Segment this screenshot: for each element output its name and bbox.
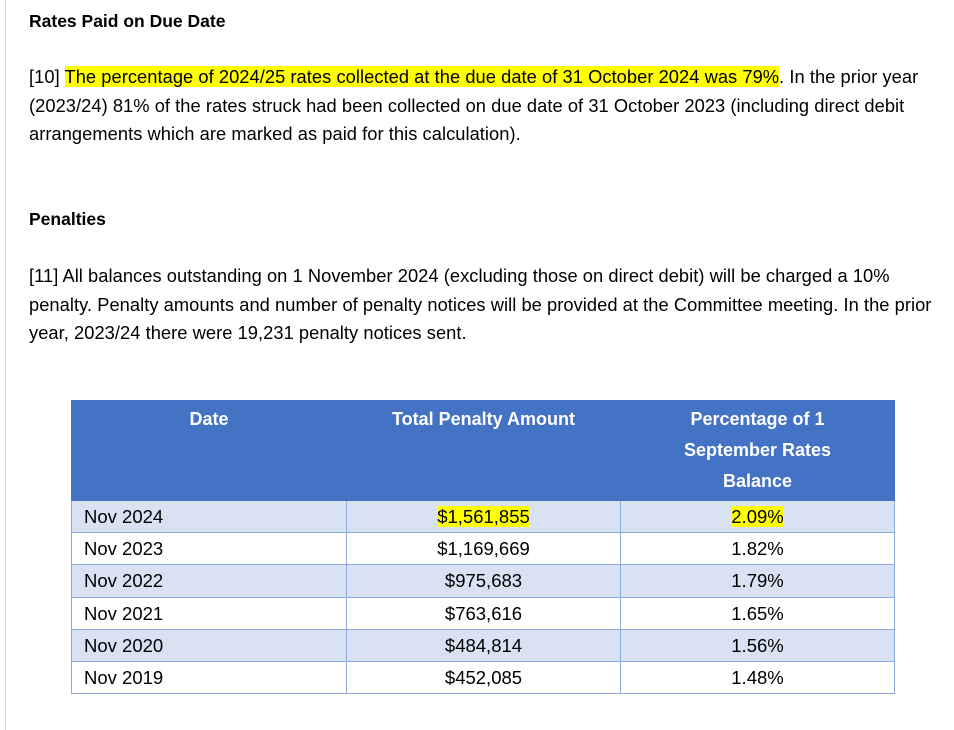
table-row: Nov 2022 $975,683 1.79%	[71, 564, 895, 598]
rates-paragraph-rest: . In the prior year (2023/24) 81% of the…	[29, 66, 919, 144]
penalties-heading: Penalties	[29, 209, 106, 229]
cell-percentage: 1.79%	[620, 564, 895, 598]
table-body: Nov 2024 $1,561,855 2.09% Nov 2023 $1,16…	[71, 499, 895, 695]
header-percentage-line1: Percentage of 1	[690, 409, 825, 429]
cell-percentage: 1.82%	[620, 532, 895, 566]
table-row: Nov 2021 $763,616 1.65%	[71, 596, 895, 630]
cell-percentage: 1.56%	[620, 628, 895, 662]
rates-paragraph-prefix: [10]	[29, 66, 65, 87]
table-row: Nov 2019 $452,085 1.48%	[71, 660, 895, 695]
cell-date: Nov 2022	[71, 564, 347, 598]
cell-amount: $763,616	[346, 596, 621, 630]
cell-date: Nov 2021	[71, 596, 347, 630]
rates-paragraph-highlight: The percentage of 2024/25 rates collecte…	[64, 66, 780, 87]
penalties-paragraph: [11] All balances outstanding on 1 Novem…	[29, 265, 932, 343]
cell-amount-value: $1,561,855	[437, 506, 530, 528]
header-percentage-line2: September Rates	[683, 440, 832, 460]
table-header-row: Date Total Penalty Amount Percentage of …	[71, 400, 895, 501]
header-percentage: Percentage of 1 September Rates Balance	[620, 400, 895, 501]
rates-paragraph: [10] The percentage of 2024/25 rates col…	[29, 63, 941, 149]
penalty-table: Date Total Penalty Amount Percentage of …	[71, 400, 895, 695]
cell-amount: $1,169,669	[346, 532, 621, 566]
penalty-table-wrapper: Date Total Penalty Amount Percentage of …	[71, 400, 895, 695]
cell-amount: $1,561,855	[346, 499, 621, 534]
cell-date: Nov 2020	[71, 628, 347, 662]
cell-amount: $484,814	[346, 628, 621, 662]
cell-date: Nov 2019	[71, 660, 347, 695]
cell-percentage-value: 2.09%	[731, 506, 784, 528]
cell-amount: $975,683	[346, 564, 621, 598]
table-row: Nov 2023 $1,169,669 1.82%	[71, 532, 895, 566]
cell-percentage: 1.48%	[620, 660, 895, 695]
table-row: Nov 2020 $484,814 1.56%	[71, 628, 895, 662]
cell-date: Nov 2023	[71, 532, 347, 566]
rates-heading: Rates Paid on Due Date	[29, 11, 226, 31]
table-row: Nov 2024 $1,561,855 2.09%	[71, 499, 895, 534]
cell-date: Nov 2024	[71, 499, 347, 534]
header-total-penalty-amount: Total Penalty Amount	[346, 400, 621, 501]
page-edge-line	[5, 0, 6, 730]
cell-amount: $452,085	[346, 660, 621, 695]
cell-percentage: 2.09%	[620, 499, 895, 534]
header-percentage-line3: Balance	[722, 471, 793, 491]
header-date: Date	[71, 400, 347, 501]
cell-percentage: 1.65%	[620, 596, 895, 630]
